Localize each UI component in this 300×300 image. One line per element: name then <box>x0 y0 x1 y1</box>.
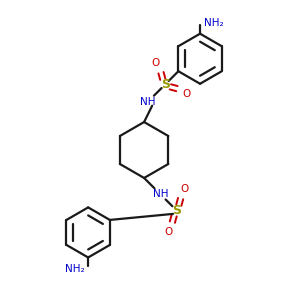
Text: NH: NH <box>153 189 168 199</box>
Text: S: S <box>160 78 169 91</box>
Text: O: O <box>164 227 173 237</box>
Text: O: O <box>182 89 191 100</box>
Text: NH: NH <box>140 97 155 107</box>
Text: NH₂: NH₂ <box>204 18 223 28</box>
Text: O: O <box>151 58 159 68</box>
Text: S: S <box>172 204 181 217</box>
Text: NH₂: NH₂ <box>65 264 85 274</box>
Text: O: O <box>180 184 189 194</box>
